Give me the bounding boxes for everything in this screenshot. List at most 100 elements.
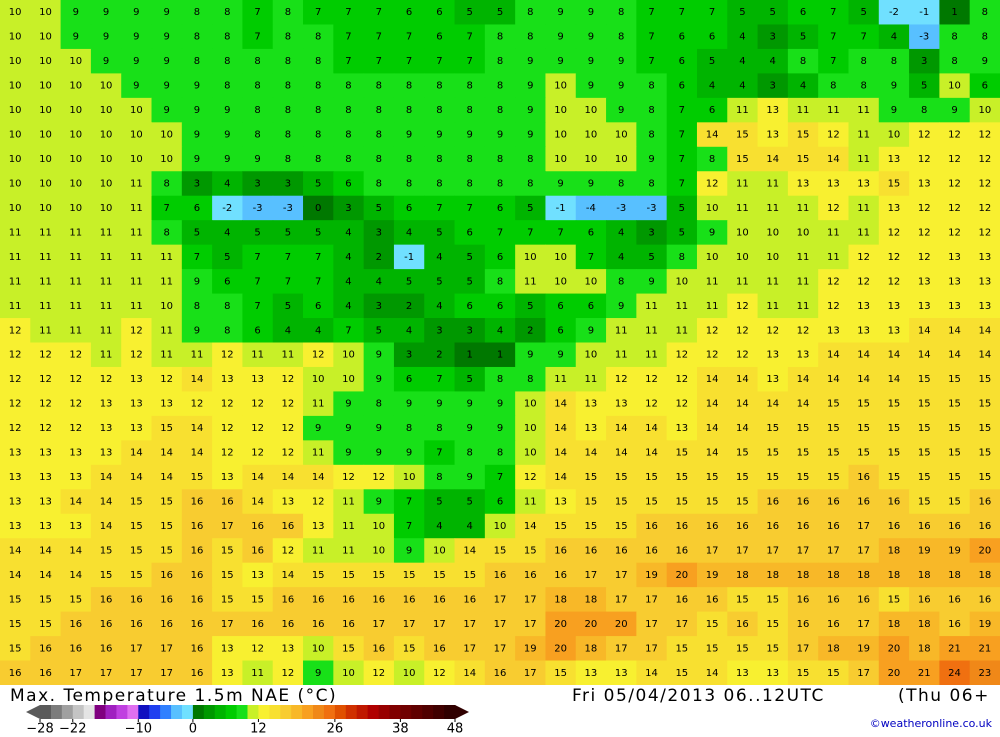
temperature-cell bbox=[545, 366, 577, 392]
temperature-cell bbox=[121, 660, 153, 686]
temperature-value: 7 bbox=[860, 32, 866, 43]
temperature-cell bbox=[696, 48, 728, 74]
temperature-cell bbox=[636, 538, 668, 564]
temperature-cell bbox=[181, 293, 213, 319]
temperature-value: 12 bbox=[191, 399, 204, 410]
temperature-cell bbox=[757, 562, 789, 588]
temperature-cell bbox=[666, 171, 698, 197]
temperature-cell bbox=[212, 48, 243, 74]
temperature-cell bbox=[333, 171, 365, 197]
temperature-cell bbox=[30, 146, 62, 172]
temperature-value: 9 bbox=[194, 130, 200, 141]
temperature-cell bbox=[575, 122, 607, 148]
temperature-cell bbox=[727, 73, 759, 99]
temperature-cell bbox=[909, 73, 940, 99]
temperature-value: 12 bbox=[978, 154, 991, 165]
temperature-cell bbox=[606, 73, 637, 99]
temperature-cell bbox=[0, 587, 31, 613]
temperature-cell bbox=[787, 440, 819, 466]
temperature-cell bbox=[606, 220, 637, 246]
temperature-value: 12 bbox=[282, 374, 295, 385]
temperature-cell bbox=[515, 269, 546, 295]
temperature-value: 12 bbox=[978, 203, 991, 214]
temperature-cell bbox=[424, 220, 456, 246]
temperature-cell bbox=[757, 97, 789, 123]
temperature-value: 10 bbox=[39, 105, 52, 116]
temperature-cell bbox=[939, 269, 971, 295]
colorbar-swatch bbox=[269, 705, 281, 719]
temperature-value: 16 bbox=[888, 521, 901, 532]
temperature-value: 4 bbox=[406, 325, 412, 336]
temperature-cell bbox=[757, 391, 789, 417]
temperature-cell bbox=[575, 220, 607, 246]
temperature-cell bbox=[515, 97, 546, 123]
temperature-value: 8 bbox=[618, 178, 624, 189]
temperature-cell bbox=[333, 587, 365, 613]
temperature-value: 12 bbox=[372, 472, 385, 483]
temperature-cell bbox=[60, 391, 92, 417]
temperature-value: 12 bbox=[978, 130, 991, 141]
colorbar-arrow-right bbox=[455, 705, 469, 719]
temperature-value: 8 bbox=[436, 154, 442, 165]
temperature-cell bbox=[121, 269, 153, 295]
temperature-cell bbox=[333, 293, 365, 319]
temperature-value: 16 bbox=[100, 594, 113, 605]
temperature-value: 8 bbox=[618, 32, 624, 43]
temperature-value: 15 bbox=[645, 472, 658, 483]
temperature-value: 13 bbox=[9, 497, 22, 508]
temperature-cell bbox=[0, 97, 31, 123]
temperature-value: -3 bbox=[919, 32, 929, 43]
temperature-value: 11 bbox=[312, 448, 325, 459]
temperature-value: 17 bbox=[797, 545, 810, 556]
temperature-value: 8 bbox=[376, 399, 382, 410]
temperature-value: 8 bbox=[648, 178, 654, 189]
temperature-cell bbox=[454, 269, 486, 295]
temperature-cell bbox=[757, 660, 789, 686]
temperature-value: 15 bbox=[342, 643, 355, 654]
temperature-cell bbox=[666, 0, 698, 25]
temperature-cell bbox=[818, 611, 849, 637]
colorbar-swatch bbox=[236, 705, 248, 719]
temperature-cell bbox=[393, 440, 425, 466]
temperature-cell bbox=[181, 611, 213, 637]
temperature-value: 9 bbox=[103, 56, 109, 67]
temperature-cell bbox=[787, 48, 819, 74]
temperature-value: 8 bbox=[285, 105, 291, 116]
temperature-value: 14 bbox=[554, 399, 567, 410]
temperature-value: 16 bbox=[100, 619, 113, 630]
temperature-cell bbox=[424, 366, 456, 392]
temperature-value: 6 bbox=[406, 374, 412, 385]
temperature-cell bbox=[787, 171, 819, 197]
temperature-value: 13 bbox=[39, 472, 52, 483]
temperature-value: 9 bbox=[588, 32, 594, 43]
temperature-value: 9 bbox=[467, 130, 473, 141]
temperature-cell bbox=[575, 440, 607, 466]
temperature-value: 14 bbox=[736, 399, 749, 410]
temperature-value: 15 bbox=[888, 423, 901, 434]
temperature-cell bbox=[727, 24, 759, 50]
temperature-value: 15 bbox=[463, 570, 476, 581]
temperature-cell bbox=[60, 73, 92, 99]
temperature-cell bbox=[424, 122, 456, 148]
temperature-value: 15 bbox=[766, 448, 779, 459]
temperature-value: 9 bbox=[527, 81, 533, 92]
temperature-cell bbox=[242, 73, 274, 99]
temperature-value: 7 bbox=[376, 32, 382, 43]
temperature-cell bbox=[636, 195, 668, 221]
temperature-cell bbox=[393, 269, 425, 295]
temperature-value: 6 bbox=[557, 301, 563, 312]
temperature-cell bbox=[424, 587, 456, 613]
temperature-cell bbox=[696, 391, 728, 417]
temperature-cell bbox=[909, 269, 940, 295]
temperature-value: 9 bbox=[527, 350, 533, 361]
temperature-cell bbox=[30, 660, 62, 686]
temperature-cell bbox=[727, 318, 759, 343]
temperature-cell bbox=[848, 97, 880, 123]
temperature-value: 17 bbox=[372, 619, 385, 630]
temperature-value: 18 bbox=[888, 619, 901, 630]
temperature-cell bbox=[30, 73, 62, 99]
temperature-cell bbox=[242, 587, 274, 613]
temperature-value: 12 bbox=[857, 276, 870, 287]
temperature-value: 13 bbox=[221, 643, 234, 654]
temperature-cell bbox=[30, 122, 62, 148]
